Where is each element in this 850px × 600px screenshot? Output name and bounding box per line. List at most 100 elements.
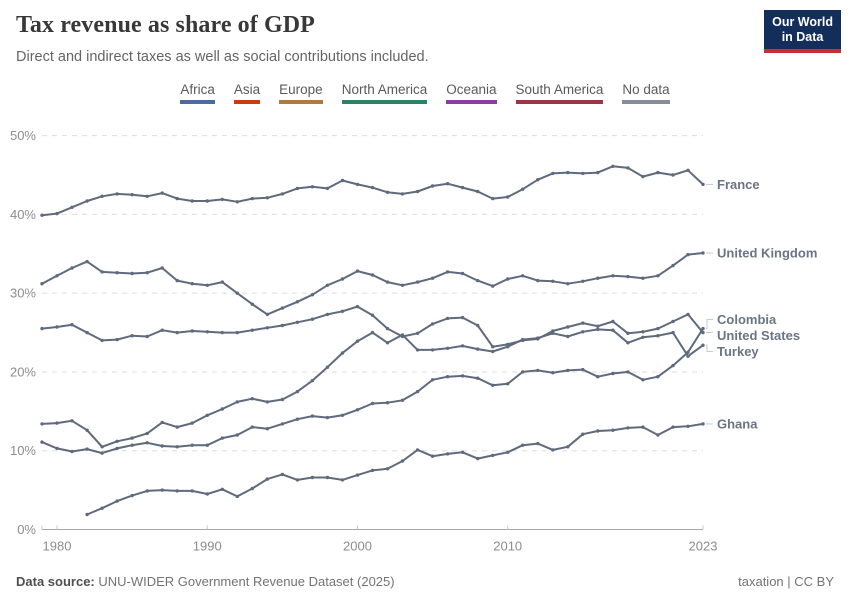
data-point — [160, 488, 164, 492]
data-point — [55, 446, 59, 451]
data-point — [55, 274, 59, 278]
data-point — [190, 282, 194, 286]
owid-logo-line1: Our World — [772, 15, 833, 29]
data-point — [265, 400, 269, 404]
data-point — [701, 422, 705, 426]
x-tick-label-2023: 2023 — [689, 539, 718, 554]
data-point — [400, 333, 405, 337]
data-point — [430, 322, 435, 326]
data-point — [130, 443, 134, 447]
data-point — [340, 351, 345, 355]
data-point — [445, 182, 450, 186]
data-point — [115, 271, 119, 275]
series-line-united-states — [41, 305, 704, 348]
data-point — [70, 266, 74, 270]
data-point — [506, 195, 510, 199]
data-point — [280, 306, 285, 310]
data-point — [521, 443, 525, 447]
data-point — [641, 276, 645, 280]
data-point — [460, 271, 465, 276]
data-point — [566, 325, 570, 329]
data-point — [280, 192, 285, 196]
data-point — [596, 170, 600, 175]
data-point — [626, 341, 630, 345]
data-point — [686, 424, 690, 428]
owid-logo[interactable]: Our World in Data — [764, 10, 841, 53]
data-point — [355, 304, 360, 309]
series-united-states[interactable] — [40, 304, 705, 349]
legend-item-asia[interactable]: Asia — [233, 81, 261, 104]
data-point — [250, 425, 254, 429]
data-point — [430, 348, 435, 352]
data-point — [175, 278, 179, 283]
entity-label-turkey[interactable]: Turkey — [717, 344, 759, 359]
data-point — [536, 441, 540, 446]
legend-item-no-data[interactable]: No data — [622, 81, 670, 104]
data-point — [145, 489, 149, 493]
data-point — [491, 383, 495, 387]
entity-label-colombia[interactable]: Colombia — [717, 312, 777, 327]
data-point — [415, 189, 420, 194]
data-point — [310, 317, 315, 321]
data-point — [641, 335, 645, 339]
entity-label-france[interactable]: France — [717, 177, 760, 192]
series-colombia[interactable] — [40, 326, 705, 455]
series-ghana[interactable] — [85, 422, 705, 517]
legend-item-north-america[interactable]: North America — [341, 81, 428, 104]
data-point — [355, 269, 360, 273]
data-point — [40, 422, 44, 426]
data-point — [250, 196, 254, 201]
legend-item-europe[interactable]: Europe — [279, 81, 323, 104]
data-point — [250, 302, 254, 306]
y-tick-label: 30% — [10, 286, 36, 301]
data-point — [325, 475, 330, 480]
data-point — [265, 312, 269, 317]
data-point — [235, 200, 239, 204]
data-point — [310, 378, 315, 383]
data-point — [310, 185, 315, 189]
data-point — [70, 419, 74, 423]
data-point — [295, 186, 300, 191]
chart-footer: Data source: UNU-WIDER Government Revenu… — [16, 574, 834, 589]
data-point — [656, 170, 660, 175]
data-source[interactable]: Data source: UNU-WIDER Government Revenu… — [16, 574, 395, 589]
data-point — [566, 170, 570, 175]
data-point — [671, 330, 675, 335]
data-point — [430, 378, 435, 382]
data-point — [370, 401, 375, 406]
data-point — [506, 382, 510, 386]
x-tick-label-2000: 2000 — [343, 539, 372, 554]
entity-label-united-kingdom[interactable]: United Kingdom — [717, 245, 817, 260]
data-point — [476, 456, 480, 461]
data-point — [160, 444, 164, 448]
legend-item-africa[interactable]: Africa — [180, 81, 215, 104]
data-point — [175, 330, 179, 335]
data-point — [130, 271, 134, 276]
data-point — [445, 375, 450, 379]
legend-item-oceania[interactable]: Oceania — [446, 81, 497, 104]
data-point — [581, 171, 585, 176]
legend-item-south-america[interactable]: South America — [515, 81, 604, 104]
series-united-kingdom[interactable] — [40, 251, 705, 317]
data-point — [190, 443, 194, 447]
entity-label-united-states[interactable]: United States — [717, 328, 800, 343]
data-point — [85, 199, 89, 203]
data-point — [460, 450, 465, 454]
license-note[interactable]: taxation | CC BY — [738, 574, 834, 589]
data-point — [596, 375, 600, 379]
series-france[interactable] — [40, 164, 705, 217]
entity-label-ghana[interactable]: Ghana — [717, 416, 758, 431]
data-point — [581, 432, 585, 436]
data-point — [671, 425, 675, 429]
data-point — [400, 283, 405, 287]
data-point — [70, 205, 74, 209]
data-point — [626, 166, 630, 170]
data-point — [55, 325, 59, 329]
series-turkey[interactable] — [40, 327, 705, 449]
data-point — [656, 375, 660, 379]
data-point — [566, 334, 570, 339]
data-point — [521, 337, 525, 342]
data-point — [385, 326, 390, 331]
data-point — [626, 331, 630, 335]
